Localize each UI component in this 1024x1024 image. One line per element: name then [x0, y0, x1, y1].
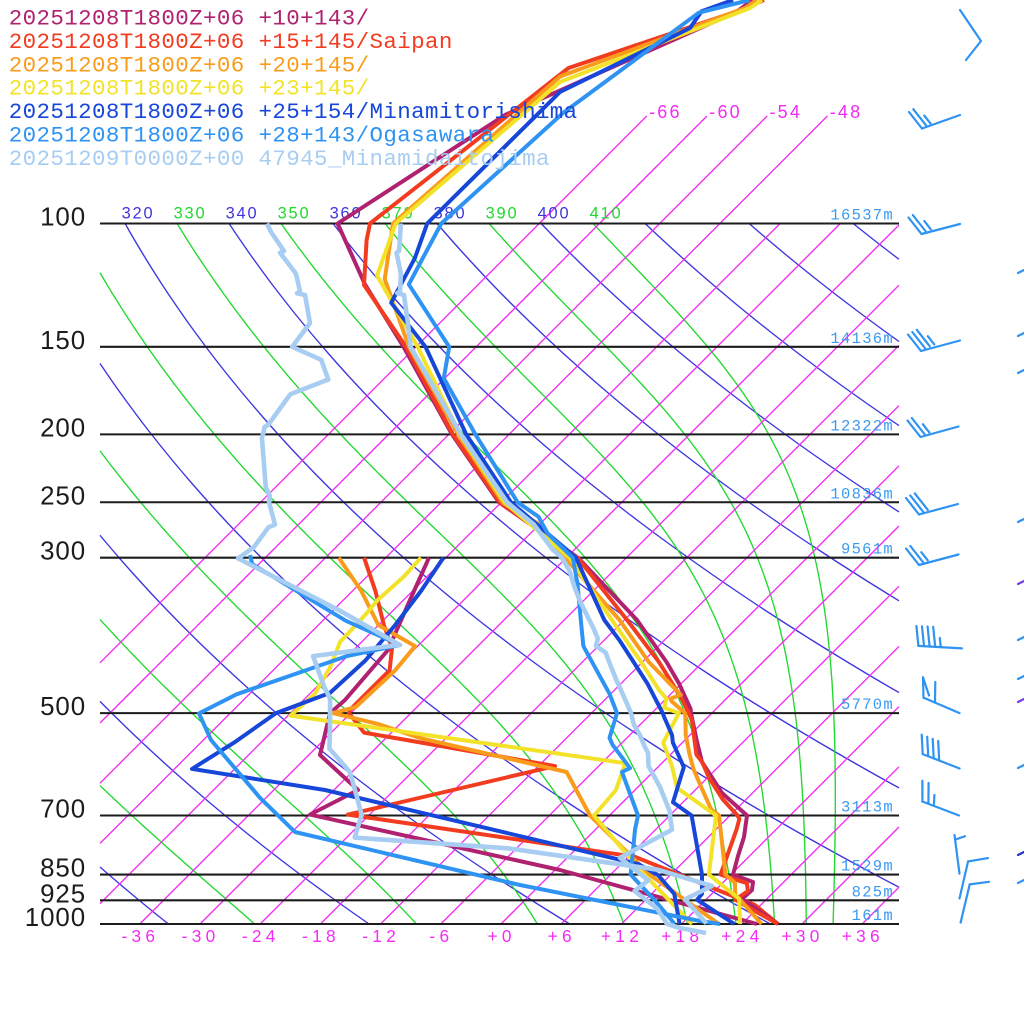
svg-text:-30: -30	[182, 926, 220, 946]
svg-text:340: 340	[226, 204, 259, 222]
svg-text:16537m: 16537m	[830, 207, 894, 225]
svg-text:20251208T1800Z+06 +20+145/: 20251208T1800Z+06 +20+145/	[9, 52, 370, 78]
svg-text:+12: +12	[601, 926, 643, 946]
svg-text:+6: +6	[548, 926, 576, 946]
svg-text:9561m: 9561m	[841, 541, 894, 559]
svg-text:850: 850	[40, 855, 86, 883]
svg-text:320: 320	[122, 204, 155, 222]
svg-text:1529m: 1529m	[841, 858, 894, 876]
svg-text:-12: -12	[362, 926, 400, 946]
svg-text:150: 150	[40, 327, 86, 355]
svg-text:20251208T1800Z+06 +10+143/: 20251208T1800Z+06 +10+143/	[9, 6, 370, 32]
svg-text:+36: +36	[842, 926, 884, 946]
svg-text:310: 310	[70, 204, 103, 222]
svg-text:20251208T1800Z+06 +28+143/Ogas: 20251208T1800Z+06 +28+143/Ogasawara	[9, 123, 495, 149]
svg-text:20251208T1800Z+06 +25+154/Mina: 20251208T1800Z+06 +25+154/Minamitorishim…	[9, 99, 578, 125]
svg-text:20251208T1800Z+06 +15+145/Saip: 20251208T1800Z+06 +15+145/Saipan	[9, 29, 453, 55]
svg-text:-6: -6	[429, 926, 453, 946]
svg-text:250: 250	[40, 482, 86, 510]
svg-text:400: 400	[538, 204, 571, 222]
svg-text:20251208T1800Z+06 +23+145/: 20251208T1800Z+06 +23+145/	[9, 76, 370, 102]
svg-text:200: 200	[40, 414, 86, 442]
svg-text:330: 330	[174, 204, 207, 222]
svg-text:-66: -66	[649, 102, 682, 122]
svg-text:161m: 161m	[852, 907, 894, 925]
svg-text:350: 350	[278, 204, 311, 222]
svg-text:300: 300	[40, 538, 86, 566]
svg-text:-54: -54	[769, 102, 802, 122]
svg-text:500: 500	[40, 693, 86, 721]
svg-text:100: 100	[40, 204, 86, 232]
svg-text:+0: +0	[487, 926, 515, 946]
svg-text:-48: -48	[830, 102, 863, 122]
svg-text:390: 390	[486, 204, 519, 222]
svg-text:360: 360	[330, 204, 363, 222]
svg-text:-36: -36	[121, 926, 159, 946]
svg-text:14136m: 14136m	[830, 330, 894, 348]
svg-text:10836m: 10836m	[830, 485, 894, 503]
svg-text:825m: 825m	[852, 883, 894, 901]
svg-text:410: 410	[590, 204, 623, 222]
svg-text:925: 925	[40, 880, 86, 908]
svg-text:+24: +24	[721, 926, 763, 946]
svg-text:12322m: 12322m	[830, 417, 894, 435]
svg-text:700: 700	[40, 796, 86, 824]
svg-text:-24: -24	[242, 926, 280, 946]
svg-text:-60: -60	[709, 102, 742, 122]
svg-text:20251209T0000Z+00 47945_Minami: 20251209T0000Z+00 47945_Minamidaitojima	[9, 146, 550, 172]
svg-text:5770m: 5770m	[841, 696, 894, 714]
svg-text:+30: +30	[781, 926, 823, 946]
svg-text:3113m: 3113m	[841, 799, 894, 817]
svg-text:-18: -18	[302, 926, 340, 946]
svg-text:1000: 1000	[25, 904, 86, 932]
